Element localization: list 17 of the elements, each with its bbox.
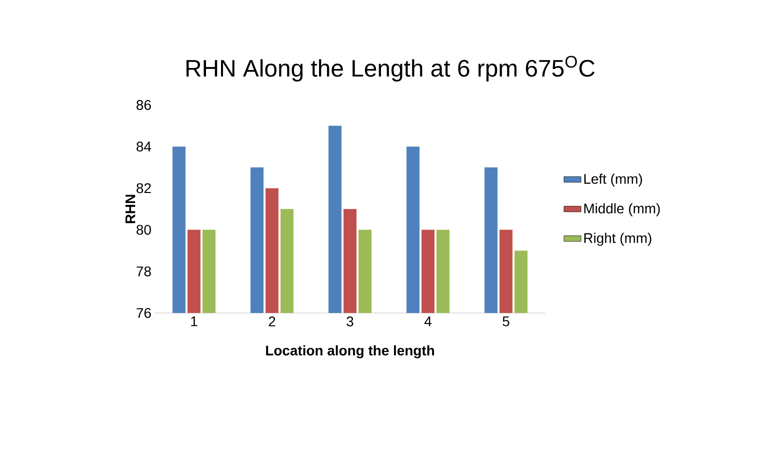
legend-label: Left (mm) (584, 174, 642, 187)
y-axis-title: RHN (126, 194, 136, 224)
x-axis-title: Location along the length (266, 345, 434, 358)
x-tick-label: 5 (502, 316, 510, 326)
y-tick-label: 78 (136, 266, 151, 276)
x-tick-label: 1 (191, 316, 198, 326)
chart-title: RHN Along the Length at 6 rpm 675$^{O}$C (186, 56, 595, 82)
y-tick-label: 76 (136, 308, 151, 318)
legend-label: Right (mm) (584, 232, 652, 246)
y-tick-label: 82 (136, 183, 151, 194)
x-tick-label: 4 (424, 316, 432, 326)
legend-label: Middle (mm) (584, 203, 660, 216)
y-tick-label: 84 (136, 142, 152, 152)
y-tick-label: 86 (136, 100, 151, 110)
y-tick-label: 80 (136, 224, 151, 235)
x-tick-label: 2 (268, 316, 276, 326)
x-tick-label: 3 (346, 316, 354, 326)
